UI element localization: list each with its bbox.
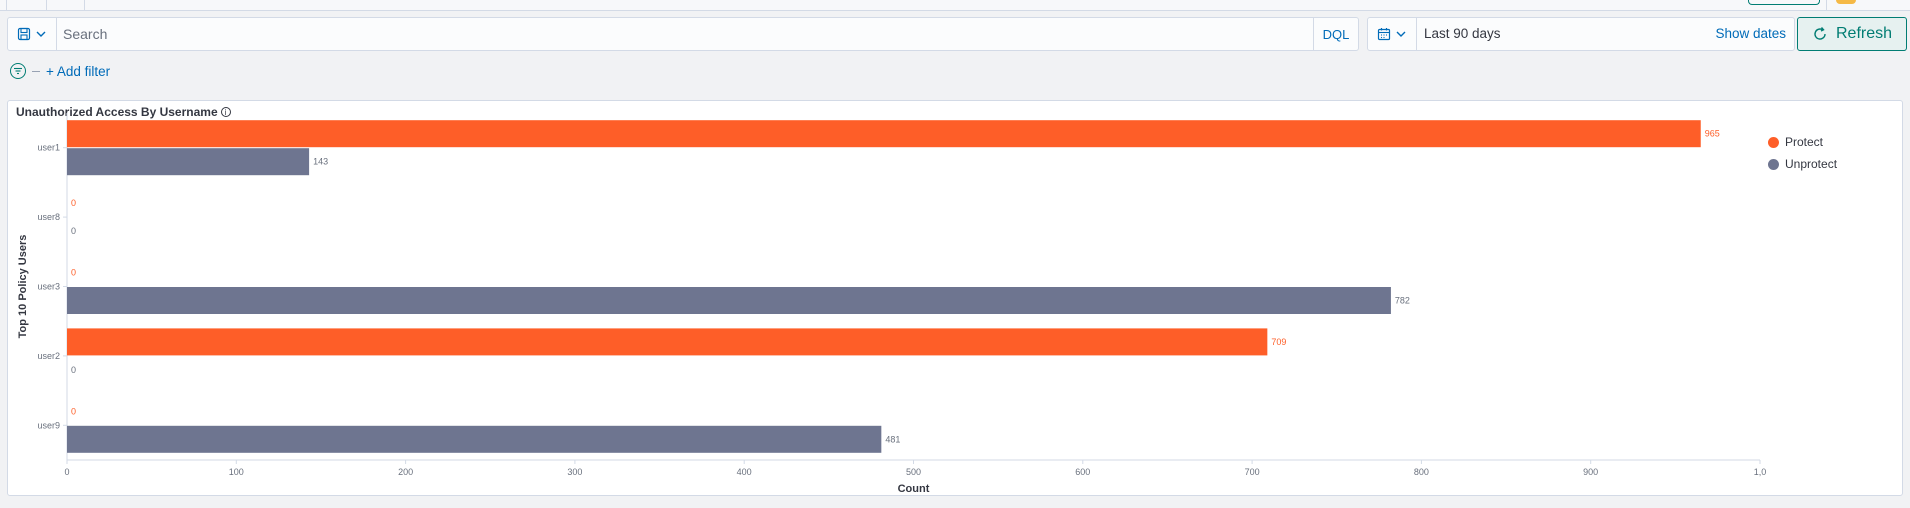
refresh-button[interactable]: Refresh [1797,17,1907,51]
user-avatar-edge[interactable] [1836,0,1856,4]
y-tick-label: user9 [37,420,60,430]
legend-item-unprotect[interactable]: Unprotect [1768,153,1837,175]
panel-title: Unauthorized Access By Username i [16,105,231,119]
data-label: 782 [1395,296,1410,306]
bar [67,120,1701,148]
legend-item-protect[interactable]: Protect [1768,131,1837,153]
show-dates-link[interactable]: Show dates [1715,26,1786,41]
refresh-label: Refresh [1835,25,1893,42]
filter-row: + Add filter [10,61,110,81]
date-picker: Last 90 days Show dates [1367,17,1795,51]
quick-select-button[interactable] [1368,18,1417,50]
data-label: 709 [1271,337,1286,347]
add-filter-button[interactable]: + Add filter [46,63,111,79]
bar [67,328,1268,356]
x-tick-label: 0 [64,467,69,477]
x-tick-label: 100 [229,467,244,477]
query-language-button[interactable]: DQL [1313,18,1358,50]
y-tick-label: user1 [37,143,60,153]
x-tick-label: 900 [1583,467,1598,477]
nav-separator [6,0,7,10]
x-tick-label: 1,0 [1754,467,1767,477]
chart-legend: Protect Unprotect [1768,131,1837,175]
data-label: 143 [313,157,328,167]
chevron-down-icon [36,31,46,37]
bar [67,287,1391,314]
nav-separator [1826,0,1827,10]
x-axis-title: Count [898,483,930,495]
time-range-label[interactable]: Last 90 days [1424,26,1501,41]
filter-options-button[interactable] [10,63,26,79]
bar [67,148,310,176]
x-tick-label: 200 [398,467,413,477]
data-label: 481 [885,434,900,444]
saved-queries-button[interactable] [8,18,57,50]
x-tick-label: 600 [1075,467,1090,477]
top-action-button-edge[interactable] [1748,0,1820,5]
legend-label: Unprotect [1785,157,1838,171]
query-bar: DQL [7,17,1359,51]
top-navigation-strip [0,0,1910,11]
x-tick-label: 400 [737,467,752,477]
legend-dot [1768,158,1779,170]
data-label: 0 [71,198,76,208]
search-input[interactable] [63,18,1313,50]
calendar-icon [1377,28,1391,41]
data-label: 0 [71,365,76,375]
info-icon[interactable]: i [220,107,231,117]
nav-separator [46,0,47,10]
legend-dot [1768,136,1779,148]
bar [67,425,882,453]
bar-chart: user1 965 143 user8 0 0 user3 0 782 user2 709 0 user… [17,113,1767,495]
y-tick-label: user8 [37,212,60,222]
y-tick-label: user2 [37,351,60,361]
data-label: 965 [1705,129,1720,139]
refresh-icon [1814,27,1826,40]
nav-separator [84,0,85,10]
x-tick-label: 300 [567,467,582,477]
y-tick-label: user3 [37,282,60,292]
legend-label: Protect [1785,135,1824,149]
save-icon [17,27,31,41]
x-tick-label: 700 [1245,467,1260,477]
x-tick-label: 800 [1414,467,1429,477]
data-label: 0 [71,406,76,416]
filter-divider [32,70,40,72]
filter-icon [14,67,22,75]
data-label: 0 [71,226,76,236]
data-label: 0 [71,268,76,278]
chevron-down-icon [1396,31,1406,37]
x-tick-label: 500 [906,467,921,477]
y-axis-title: Top 10 Policy Users [17,235,29,339]
visualization-panel: Unauthorized Access By Username i user1 9… [7,100,1903,496]
panel-title-text: Unauthorized Access By Username [16,105,218,119]
